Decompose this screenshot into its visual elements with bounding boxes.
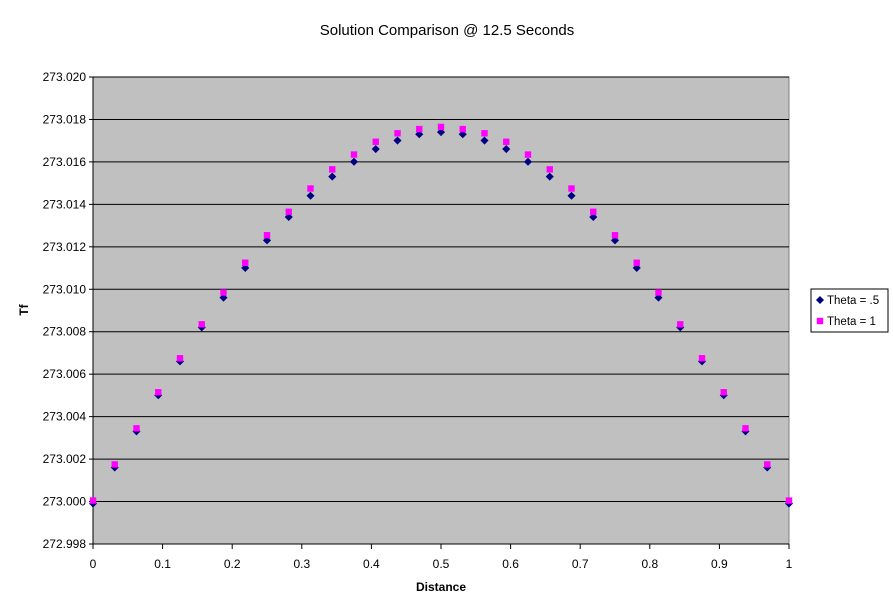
plot-background	[92, 76, 790, 545]
data-point-square	[220, 289, 227, 296]
x-tick-label: 0.2	[224, 557, 241, 571]
data-point-square	[307, 185, 314, 192]
y-tick-label: 273.004	[43, 410, 87, 424]
legend-label: Theta = 1	[827, 316, 876, 328]
y-tick-labels: 272.998 273.000 273.002 273.004 273.006 273.0…	[43, 70, 87, 551]
x-tick-label: 0.9	[711, 557, 728, 571]
data-point-square	[546, 166, 553, 173]
y-tick-label: 273.000	[43, 495, 87, 509]
y-tick-label: 273.010	[43, 282, 87, 296]
data-point-square	[459, 125, 466, 133]
legend-label: Theta = .5	[827, 295, 879, 307]
legend-marker	[815, 295, 825, 305]
data-point-square	[176, 355, 184, 362]
data-point-diamond	[610, 236, 620, 245]
data-point-diamond	[349, 157, 359, 166]
data-point-diamond	[371, 145, 380, 154]
series-points	[88, 123, 794, 508]
y-tick-label: 273.016	[43, 155, 87, 169]
y-tick-label: 273.020	[43, 70, 87, 84]
data-point-square	[155, 389, 162, 396]
x-tick-label: 0.6	[502, 557, 519, 571]
x-tick-label: 0.5	[433, 557, 450, 571]
data-point-square	[133, 425, 140, 432]
data-point-diamond	[219, 293, 228, 302]
x-tick-label: 0	[90, 557, 97, 571]
legend-box	[810, 288, 889, 333]
data-point-square	[611, 232, 619, 239]
data-point-diamond	[502, 145, 511, 154]
y-tick-label: 272.998	[43, 537, 87, 551]
data-point-diamond	[632, 263, 641, 272]
data-point-square	[242, 259, 249, 266]
legend-marker	[816, 317, 824, 325]
data-point-diamond	[436, 128, 446, 137]
series-2	[89, 123, 793, 504]
x-axis-title: Distance	[416, 580, 466, 594]
x-tick-label: 0.1	[154, 557, 171, 571]
data-point-diamond	[241, 263, 250, 272]
x-tick-label: 0.4	[363, 557, 380, 571]
data-point-diamond	[654, 293, 663, 302]
y-tick-label: 273.006	[43, 367, 87, 381]
data-point-diamond	[523, 157, 533, 166]
data-point-square	[350, 151, 358, 158]
data-point-square	[198, 321, 205, 328]
x-tick-label: 0.7	[572, 557, 589, 571]
data-point-square	[524, 151, 532, 158]
data-point-square	[742, 425, 749, 432]
chart-title: Solution Comparison @ 12.5 Seconds	[320, 22, 575, 39]
data-point-square	[568, 185, 575, 192]
data-point-square	[785, 497, 793, 504]
data-point-diamond	[589, 212, 598, 222]
data-point-diamond	[545, 172, 554, 181]
x-tick-label: 1	[786, 557, 793, 571]
data-point-square	[437, 123, 445, 131]
data-point-square	[416, 125, 423, 133]
data-point-square	[481, 130, 488, 137]
data-point-diamond	[328, 172, 337, 181]
x-tick-label: 0.8	[641, 557, 658, 571]
y-tick-label: 273.012	[43, 240, 87, 254]
y-tick-label: 273.008	[43, 325, 87, 339]
data-point-diamond	[480, 136, 489, 145]
data-point-square	[329, 166, 336, 173]
y-tick-label: 273.018	[43, 112, 87, 126]
data-point-square	[764, 461, 771, 468]
data-point-diamond	[393, 136, 402, 145]
data-point-square	[285, 208, 292, 216]
grid-lines	[93, 76, 789, 503]
data-point-square	[372, 138, 379, 146]
data-point-square	[503, 138, 510, 146]
data-point-diamond	[284, 212, 293, 222]
data-point-square	[263, 232, 271, 239]
data-point-diamond	[458, 130, 467, 139]
data-point-square	[698, 355, 706, 362]
data-point-square	[633, 259, 640, 266]
data-point-square	[394, 130, 401, 137]
data-point-diamond	[262, 236, 272, 245]
data-point-square	[111, 461, 118, 468]
data-point-square	[720, 389, 727, 396]
x-tick-label: 0.3	[293, 557, 310, 571]
y-tick-label: 273.014	[43, 197, 87, 211]
y-tick-label: 273.002	[43, 452, 87, 466]
legend: Theta = .5 Theta = 1	[810, 288, 889, 333]
x-tick-labels: 0 0.1 0.2 0.3 0.4 0.5 0.6 0.7 0.8 0.9 1	[90, 557, 793, 571]
plot-area	[92, 76, 790, 545]
data-point-diamond	[415, 130, 424, 139]
data-point-square	[655, 289, 662, 296]
data-point-diamond	[306, 191, 315, 200]
data-point-square	[677, 321, 684, 328]
y-axis-title: Tf	[17, 303, 31, 315]
data-point-square	[590, 208, 597, 216]
data-point-square	[89, 497, 97, 504]
data-point-diamond	[567, 191, 576, 200]
